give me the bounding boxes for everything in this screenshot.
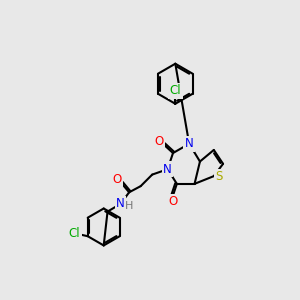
Text: O: O	[112, 173, 122, 186]
Text: H: H	[125, 201, 133, 211]
Text: Cl: Cl	[69, 226, 80, 240]
Text: N: N	[185, 137, 194, 150]
Text: S: S	[215, 170, 223, 183]
Text: O: O	[168, 195, 178, 208]
Text: N: N	[116, 197, 125, 210]
Text: Cl: Cl	[169, 84, 181, 97]
Text: O: O	[154, 135, 164, 148]
Text: N: N	[163, 163, 172, 176]
